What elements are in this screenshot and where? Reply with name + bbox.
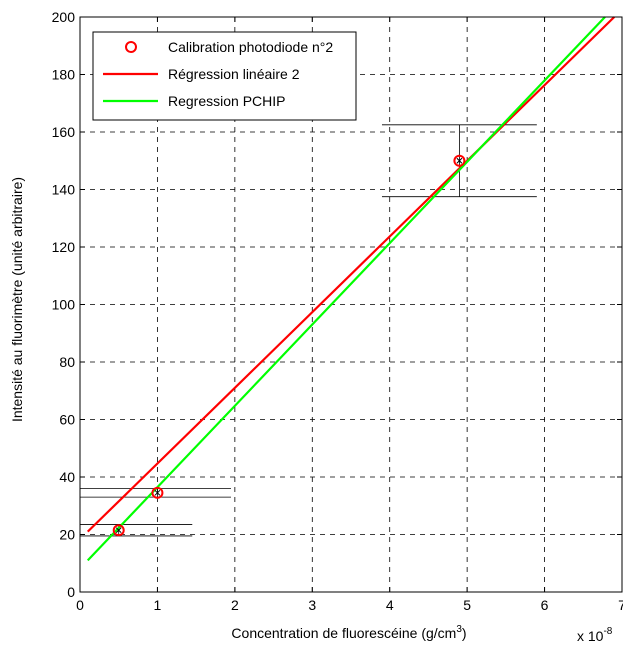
series-line-1 [86, 16, 616, 533]
y-tick-label: 80 [59, 354, 75, 370]
data-series [86, 16, 616, 562]
y-tick-label: 0 [67, 584, 75, 600]
scatter-point-cross [456, 157, 463, 164]
scatter-point [151, 486, 164, 499]
x-tick-label: 3 [308, 597, 316, 613]
legend-entry-label: Calibration photodiode n°2 [168, 39, 333, 55]
legend-entry-label: Régression linéaire 2 [168, 66, 300, 82]
axis-ticks [79, 16, 623, 593]
legend-entry-label: Regression PCHIP [168, 93, 286, 109]
series-line-2 [86, 16, 606, 562]
x-tick-label: 2 [231, 597, 239, 613]
x-tick-label: 0 [76, 597, 84, 613]
y-tick-label: 180 [52, 67, 76, 83]
x-tick-label: 7 [618, 597, 623, 613]
y-tick-label: 60 [59, 412, 75, 428]
x-tick-label: 4 [386, 597, 394, 613]
scatter-point-cross [154, 489, 161, 496]
scatter-point-cross [115, 527, 122, 534]
x-tick-label: 6 [541, 597, 549, 613]
y-tick-label: 20 [59, 527, 75, 543]
y-tick-label: 200 [52, 9, 76, 25]
legend: Calibration photodiode n°2 Régression lin… [92, 31, 357, 121]
y-tick-label: 100 [52, 297, 76, 313]
legend-marker [125, 41, 137, 53]
y-tick-label: 160 [52, 124, 76, 140]
tick-labels: 0 1 2 3 4 5 6 7 0 20 40 60 80 100 120 140 160 180 200 [52, 9, 623, 613]
error-bars [80, 124, 537, 537]
scatter-point [112, 524, 125, 537]
y-tick-label: 120 [52, 239, 76, 255]
y-axis-label: Intensité au fluorimètre (unité arbitrai… [9, 177, 25, 422]
y-tick-label: 140 [52, 182, 76, 198]
x-axis-label: Concentration de fluorescéine (g/cm3) [231, 624, 466, 641]
scatter-point [453, 154, 466, 167]
y-tick-label: 40 [59, 469, 75, 485]
x-tick-label: 5 [463, 597, 471, 613]
x-axis-multiplier: x 10-8 [577, 626, 613, 644]
x-tick-label: 1 [154, 597, 162, 613]
